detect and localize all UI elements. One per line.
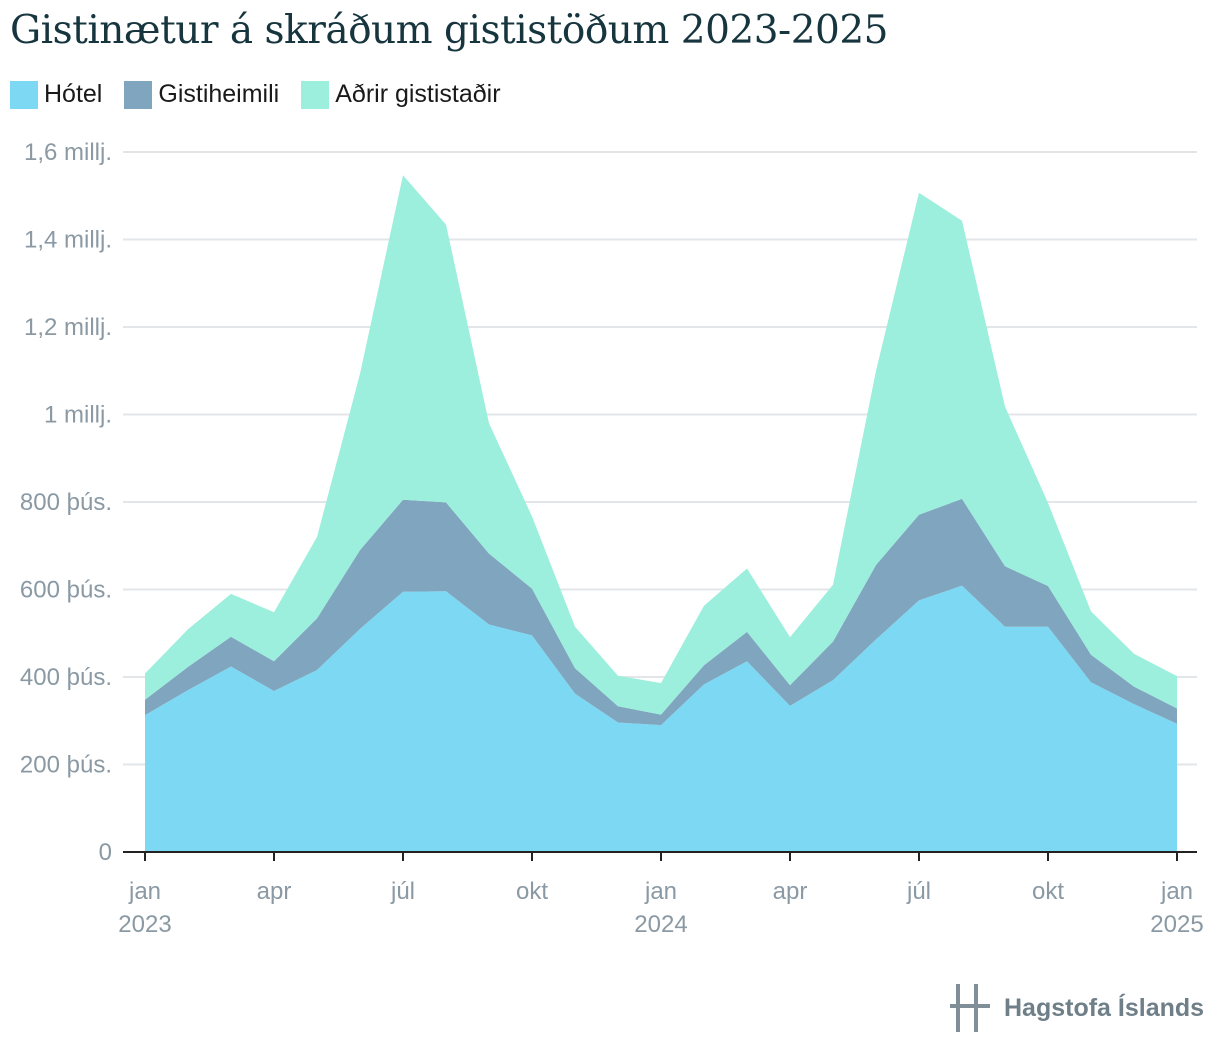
y-tick-label: 1,2 millj.	[24, 314, 112, 341]
x-tick-label: apr	[773, 878, 808, 905]
area-series-1[interactable]	[145, 498, 1177, 726]
legend-swatch-adrir	[301, 80, 330, 109]
legend-swatch-gistiheimili	[124, 80, 153, 109]
y-tick-label: 800 þús.	[20, 489, 112, 516]
legend: Hótel Gistiheimili Aðrir gististaðir	[10, 80, 523, 109]
y-tick-label: 1,6 millj.	[24, 139, 112, 166]
y-tick-label: 600 þús.	[20, 577, 112, 604]
series-areas	[145, 175, 1177, 852]
hagstofa-logo-icon	[950, 984, 990, 1032]
x-tick-label: okt	[516, 878, 548, 905]
y-tick-label: 1,4 millj.	[24, 227, 112, 254]
area-series-2[interactable]	[145, 175, 1177, 715]
area-series-0[interactable]	[145, 585, 1177, 852]
x-tick-label: okt	[1032, 878, 1064, 905]
hagstofa-logo: Hagstofa Íslands	[950, 982, 1204, 1034]
stacked-area-chart: 0 200 þús. 400 þús. 600 þús. 800 þús. 1 millj…	[20, 139, 1204, 938]
x-tick-year-label: 2025	[1150, 911, 1203, 938]
legend-label-gistiheimili: Gistiheimili	[158, 80, 280, 108]
x-tick-label: jan	[1160, 878, 1193, 905]
legend-swatch-hotel	[10, 80, 38, 109]
x-tick-year-label: 2024	[634, 911, 687, 938]
x-tick-label: jan	[644, 878, 677, 905]
legend-label-hotel: Hótel	[44, 80, 103, 108]
chart-title: Gistinætur á skráðum gististöðum 2023-20…	[10, 8, 888, 53]
y-tick-label: 200 þús.	[20, 752, 112, 779]
legend-label-adrir: Aðrir gististaðir	[335, 80, 501, 108]
x-tick-labels: jan 2023 apr júl okt jan 2024 apr júl okt jan 2025	[118, 878, 1203, 938]
x-tick-year-label: 2023	[118, 911, 171, 938]
axes	[123, 851, 1197, 861]
y-tick-label: 400 þús.	[20, 664, 112, 691]
logo-text: Hagstofa Íslands	[1004, 993, 1205, 1022]
y-tick-label: 0	[99, 839, 112, 866]
x-tick-label: jan	[128, 878, 161, 905]
legend-item-adrir[interactable]: Aðrir gististaðir	[301, 80, 501, 109]
legend-item-hotel[interactable]: Hótel	[10, 80, 102, 109]
y-tick-labels: 0 200 þús. 400 þús. 600 þús. 800 þús. 1 millj…	[20, 139, 112, 866]
y-tick-label: 1 millj.	[44, 402, 112, 429]
legend-item-gistiheimili[interactable]: Gistiheimili	[124, 80, 279, 109]
x-tick-label: apr	[257, 878, 292, 905]
x-tick-label: júl	[390, 878, 415, 905]
x-tick-label: júl	[906, 878, 931, 905]
